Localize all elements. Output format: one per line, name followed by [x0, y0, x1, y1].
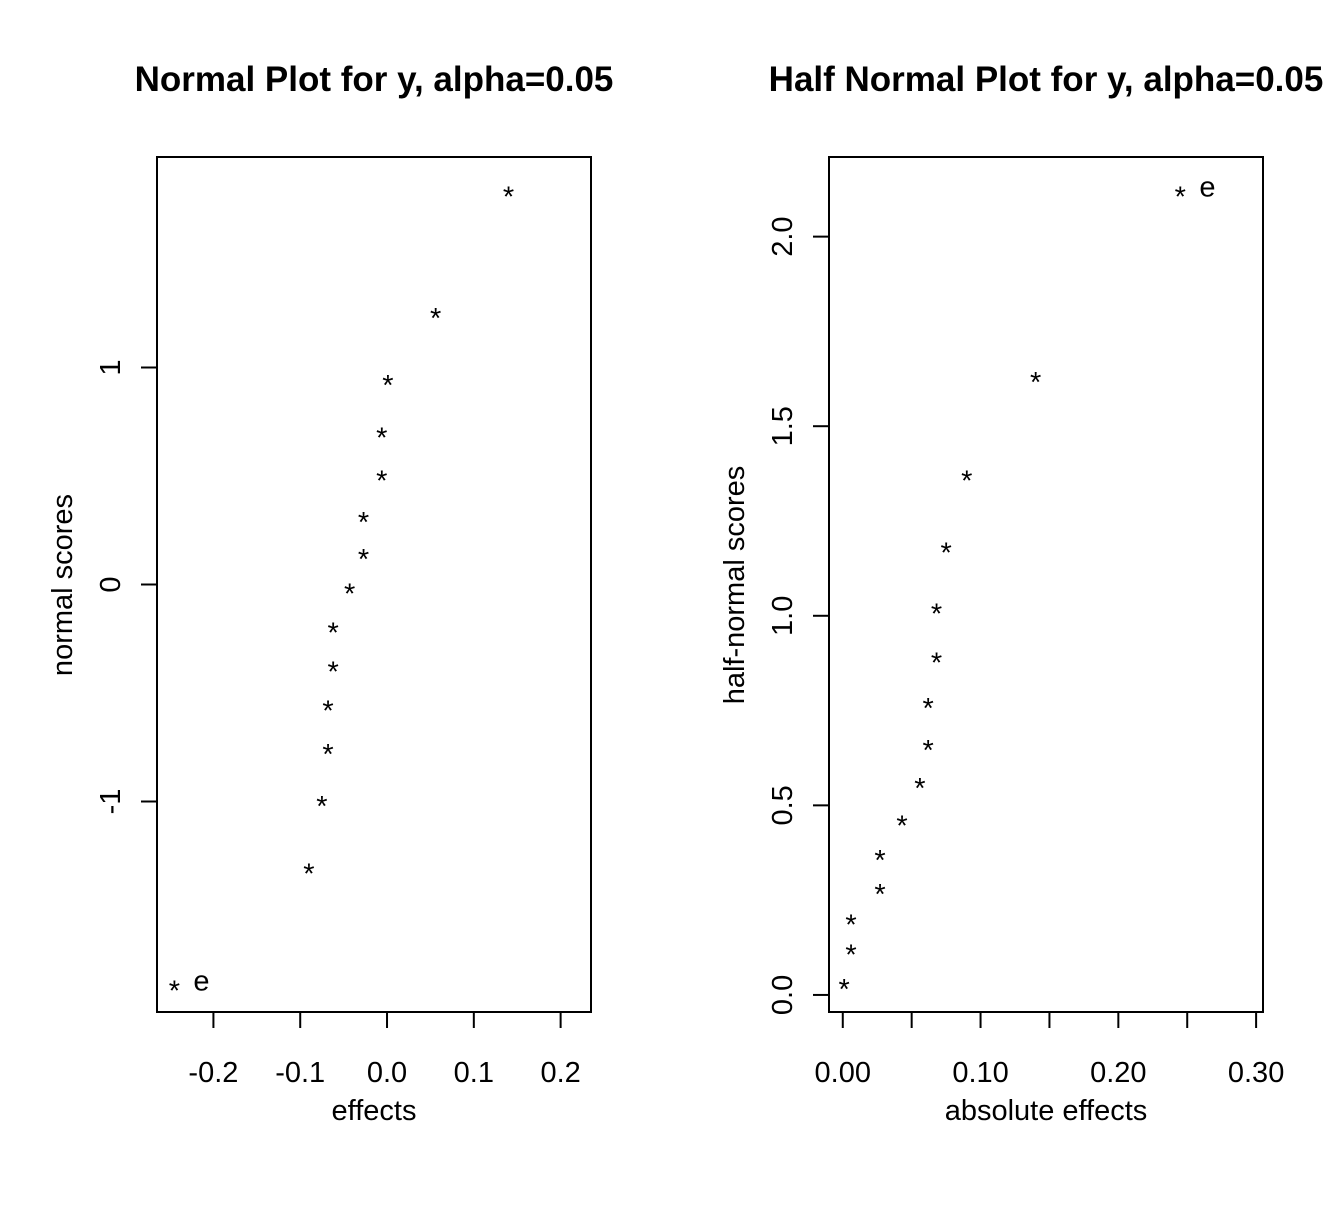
- half-normal-plot-xlabel: absolute effects: [945, 1095, 1148, 1127]
- half-normal-plot-point: *: [923, 693, 934, 725]
- normal-plot-y-tick-label: 1: [95, 359, 127, 375]
- half-normal-plot-point: *: [874, 845, 885, 877]
- normal-plot-point: *: [169, 976, 180, 1008]
- half-normal-plot-point: *: [839, 974, 850, 1006]
- normal-plot-y-tick-label: 0: [95, 576, 127, 592]
- half-normal-plot-frame: [828, 156, 1264, 1013]
- half-normal-plot-point: *: [896, 811, 907, 843]
- normal-plot-x-tick-label: 0.2: [540, 1057, 580, 1089]
- half-normal-plot-x-axis: 0.00 0.10 0.20 0.30: [815, 1011, 1284, 1089]
- normal-plot-x-tick-label: 0.0: [367, 1057, 407, 1089]
- half-normal-plot-x-tick-label: 0.00: [815, 1057, 871, 1089]
- half-normal-plot-y-axis: 0.0 0.5 1.0 1.5 2.0: [767, 216, 830, 1015]
- normal-plot-x-axis: -0.2 -0.1 0.0 0.1 0.2: [188, 1011, 581, 1089]
- half-normal-plot-y-tick-label: 1.0: [767, 596, 799, 636]
- normal-plot-xlabel: effects: [332, 1095, 417, 1127]
- half-normal-plot-x-tick-label: 0.10: [952, 1057, 1008, 1089]
- normal-plot-frame: [156, 156, 592, 1013]
- half-normal-plot-point: *: [923, 735, 934, 767]
- normal-plot-point: *: [303, 858, 314, 890]
- normal-plot-point: *: [503, 181, 514, 213]
- normal-plot-point: *: [344, 579, 355, 611]
- normal-plot-point: *: [358, 507, 369, 539]
- half-normal-plot-point: *: [931, 648, 942, 680]
- normal-plot-point: *: [322, 739, 333, 771]
- normal-plot-x-tick-label: 0.1: [454, 1057, 494, 1089]
- normal-plot-x-tick-label: -0.1: [275, 1057, 325, 1089]
- half-normal-plot-point: *: [845, 909, 856, 941]
- normal-plot-y-tick-label: -1: [95, 789, 127, 815]
- normal-plot-point: *: [328, 657, 339, 689]
- half-normal-plot-panel: Half Normal Plot for y, alpha=0.05 absol…: [719, 60, 1323, 1127]
- normal-plot-points: * e**************: [169, 181, 514, 1007]
- normal-plot-point: *: [358, 544, 369, 576]
- normal-plot-point: *: [376, 466, 387, 498]
- normal-plot-point: *: [322, 696, 333, 728]
- normal-plot-point: *: [328, 618, 339, 650]
- half-normal-plot-point: *: [940, 538, 951, 570]
- half-normal-plot-y-tick-label: 0.5: [767, 785, 799, 825]
- half-normal-plot-points: *************** e: [839, 171, 1216, 1005]
- normal-plot-y-axis: -1 0 1: [95, 359, 158, 815]
- half-normal-plot-point: *: [1175, 181, 1186, 213]
- normal-plot-point-label: e: [193, 966, 209, 998]
- half-normal-plot-y-tick-label: 1.5: [767, 406, 799, 446]
- half-normal-plot-point: *: [914, 773, 925, 805]
- half-normal-plot-point: *: [961, 466, 972, 498]
- normal-plot-panel: Normal Plot for y, alpha=0.05 effects no…: [47, 60, 613, 1127]
- normal-plot-point: *: [382, 370, 393, 402]
- normal-plot-point: *: [316, 791, 327, 823]
- half-normal-plot-y-tick-label: 2.0: [767, 216, 799, 256]
- half-normal-plot-point-label: e: [1199, 171, 1215, 203]
- normal-plot-ylabel: normal scores: [47, 494, 79, 676]
- half-normal-plot-point: *: [845, 940, 856, 972]
- normal-plot-x-tick-label: -0.2: [188, 1057, 238, 1089]
- half-normal-plot-title: Half Normal Plot for y, alpha=0.05: [769, 60, 1324, 99]
- normal-plot-point: *: [430, 303, 441, 335]
- half-normal-plot-x-tick-label: 0.30: [1228, 1057, 1284, 1089]
- half-normal-plot-ylabel: half-normal scores: [719, 466, 751, 705]
- half-normal-plot-point: *: [874, 879, 885, 911]
- half-normal-plot-x-tick-label: 0.20: [1090, 1057, 1146, 1089]
- normal-plot-title: Normal Plot for y, alpha=0.05: [135, 60, 614, 99]
- half-normal-plot-y-tick-label: 0.0: [767, 975, 799, 1015]
- half-normal-plot-point: *: [931, 598, 942, 630]
- normal-plot-point: *: [376, 422, 387, 454]
- half-normal-plot-point: *: [1030, 367, 1041, 399]
